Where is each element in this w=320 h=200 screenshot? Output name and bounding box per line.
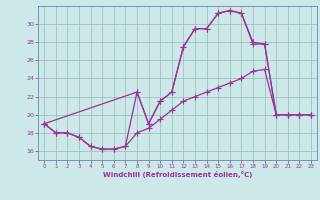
X-axis label: Windchill (Refroidissement éolien,°C): Windchill (Refroidissement éolien,°C) bbox=[103, 171, 252, 178]
